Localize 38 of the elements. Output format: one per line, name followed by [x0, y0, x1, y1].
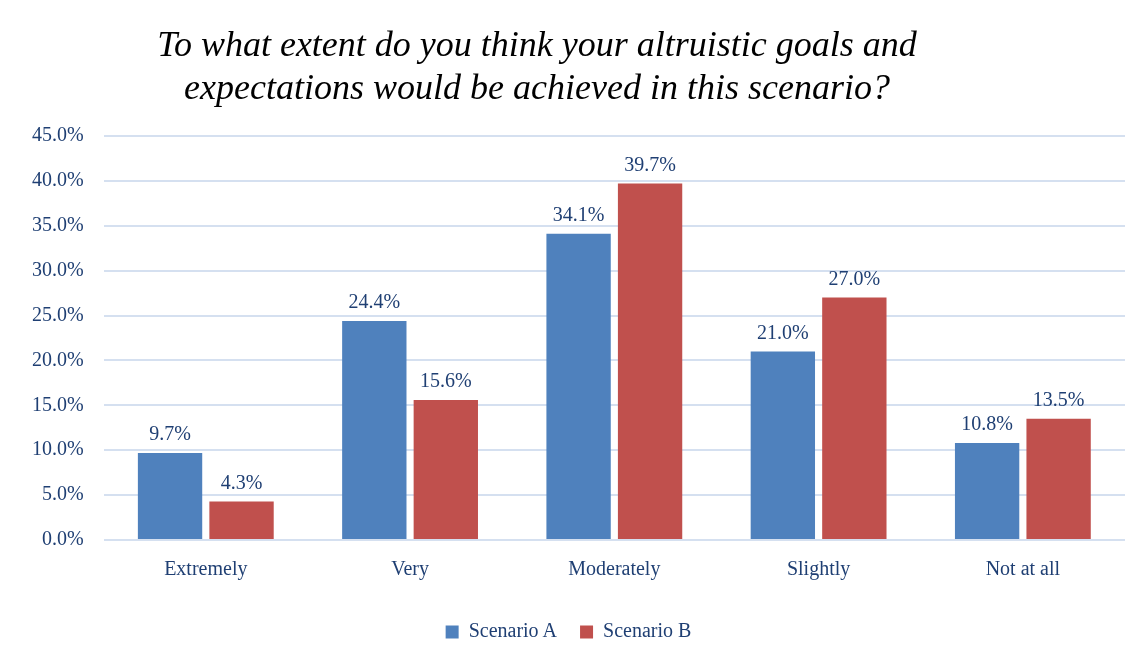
x-tick-label: Extremely [164, 557, 248, 581]
y-tick-label: 30.0% [31, 257, 84, 280]
data-label: 27.0% [828, 266, 881, 289]
data-label: 9.7% [149, 422, 191, 445]
x-tick-label: Very [391, 557, 429, 581]
bar [342, 320, 407, 539]
bar [822, 297, 887, 539]
data-label: 4.3% [220, 470, 263, 493]
bar [954, 443, 1020, 539]
data-label: 10.8% [961, 412, 1013, 435]
data-label: 15.6% [419, 369, 472, 392]
legend-label: Scenario A [468, 619, 558, 642]
legend-label: Scenario B [603, 619, 692, 642]
bar [209, 501, 274, 539]
y-tick-label: 40.0% [31, 168, 84, 191]
x-tick-label: Moderately [568, 557, 661, 581]
x-tick-label: Not at all [985, 557, 1061, 580]
y-tick-label: 10.0% [31, 437, 84, 460]
data-label: 39.7% [624, 152, 676, 175]
bar [617, 183, 683, 539]
data-label: 13.5% [1032, 388, 1085, 411]
y-tick-label: 45.0% [31, 123, 84, 146]
bar [750, 351, 816, 539]
bar [137, 452, 203, 539]
y-tick-label: 35.0% [31, 213, 84, 236]
data-label: 21.0% [757, 320, 809, 343]
bar [1026, 418, 1091, 539]
y-tick-label: 20.0% [31, 347, 84, 370]
y-tick-label: 0.0% [41, 527, 84, 550]
data-label: 34.1% [552, 203, 605, 226]
y-tick-label: 15.0% [31, 392, 84, 415]
bar [413, 399, 478, 539]
chart-title: To what extent do you think your altruistic goals and expectations would be achieved in this scenario? [156, 23, 918, 109]
x-tick-label: Slightly [786, 557, 851, 581]
bar [546, 233, 611, 539]
y-tick-label: 25.0% [31, 302, 84, 325]
y-tick-label: 5.0% [41, 482, 84, 505]
data-label: 24.4% [348, 290, 401, 313]
